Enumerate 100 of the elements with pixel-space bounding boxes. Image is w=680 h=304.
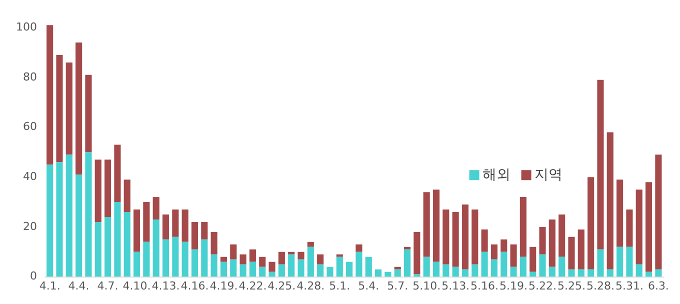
bar bbox=[288, 254, 295, 277]
bar bbox=[423, 192, 430, 257]
bar bbox=[442, 210, 450, 264]
bar bbox=[452, 266, 459, 277]
bar bbox=[655, 269, 662, 277]
bar bbox=[432, 262, 440, 277]
bar bbox=[500, 252, 508, 277]
legend-label: 지역 bbox=[534, 166, 562, 183]
bar bbox=[636, 190, 642, 264]
bar bbox=[298, 259, 304, 277]
bar bbox=[191, 222, 198, 250]
bar bbox=[143, 202, 150, 242]
bar bbox=[472, 210, 478, 264]
bar bbox=[375, 269, 382, 277]
bar bbox=[210, 254, 218, 277]
bar bbox=[162, 214, 170, 240]
bar bbox=[452, 212, 459, 267]
bar bbox=[645, 182, 652, 272]
bar bbox=[298, 252, 304, 260]
bar bbox=[558, 214, 566, 257]
bar bbox=[85, 74, 92, 152]
y-tick-label: 100 bbox=[16, 20, 37, 34]
bar bbox=[307, 242, 314, 247]
bar bbox=[462, 269, 469, 277]
x-tick-label: 5.31. bbox=[615, 279, 644, 292]
x-tick-label: 4.16. bbox=[180, 279, 209, 292]
bar bbox=[472, 264, 478, 277]
bar bbox=[510, 244, 517, 267]
bar bbox=[249, 262, 256, 277]
bar bbox=[114, 202, 121, 277]
bar bbox=[530, 246, 536, 272]
bar bbox=[423, 256, 430, 277]
bar bbox=[288, 252, 295, 254]
bar bbox=[278, 252, 285, 264]
bar bbox=[414, 232, 420, 274]
bar bbox=[326, 266, 334, 277]
x-tick-label: 5.16. bbox=[470, 279, 499, 292]
bar bbox=[588, 177, 594, 270]
bar bbox=[578, 269, 584, 277]
bar bbox=[394, 266, 401, 270]
bar bbox=[249, 249, 256, 262]
bar bbox=[588, 269, 594, 277]
bar bbox=[152, 219, 160, 277]
bar bbox=[404, 246, 411, 250]
bar bbox=[114, 144, 121, 202]
bar bbox=[220, 256, 227, 262]
x-tick-label: 4.13. bbox=[152, 279, 180, 292]
x-tick-label: 6.3. bbox=[648, 279, 669, 292]
y-tick-label: 40 bbox=[22, 170, 37, 183]
bar bbox=[336, 256, 343, 277]
bar bbox=[597, 249, 604, 277]
bar bbox=[56, 162, 63, 277]
bar bbox=[220, 262, 227, 277]
bar bbox=[230, 259, 237, 277]
bar bbox=[500, 239, 508, 252]
y-tick-label: 0 bbox=[30, 270, 37, 283]
y-tick-label: 80 bbox=[22, 70, 37, 84]
x-tick-label: 5.13. bbox=[442, 279, 470, 292]
bar bbox=[46, 164, 54, 277]
x-tick-label: 4.10. bbox=[122, 279, 151, 292]
bar bbox=[365, 256, 372, 277]
bar bbox=[94, 160, 102, 222]
bar bbox=[462, 204, 469, 270]
bar bbox=[336, 254, 343, 257]
y-tick-label: 60 bbox=[22, 120, 37, 134]
bar bbox=[104, 216, 112, 277]
bar bbox=[201, 222, 208, 240]
bar bbox=[124, 212, 130, 277]
bar bbox=[481, 252, 488, 277]
bar bbox=[432, 190, 440, 262]
bar bbox=[568, 236, 575, 270]
bar bbox=[520, 256, 526, 277]
bar bbox=[307, 246, 314, 277]
bar bbox=[278, 264, 285, 277]
bar bbox=[442, 264, 450, 277]
bar bbox=[94, 222, 102, 277]
bar bbox=[268, 262, 276, 272]
bar bbox=[172, 236, 179, 277]
bar bbox=[539, 226, 546, 254]
bar bbox=[568, 269, 575, 277]
bar bbox=[404, 249, 411, 277]
bar bbox=[626, 246, 633, 277]
bar bbox=[490, 259, 498, 277]
bar bbox=[520, 197, 526, 257]
bar bbox=[182, 210, 188, 242]
legend-label: 해외 bbox=[482, 166, 510, 183]
x-tick-label: 4.19. bbox=[210, 279, 238, 292]
bar bbox=[356, 252, 362, 277]
bar bbox=[85, 152, 92, 277]
x-tick-label: 5.10. bbox=[412, 279, 441, 292]
bar bbox=[76, 174, 82, 277]
bar bbox=[143, 242, 150, 277]
x-tick-label: 4.4. bbox=[68, 279, 90, 292]
bar bbox=[616, 180, 624, 247]
x-tick-label: 5.28. bbox=[586, 279, 614, 292]
bar bbox=[558, 256, 566, 277]
x-tick-label: 4.1. bbox=[39, 279, 60, 292]
bar bbox=[268, 272, 276, 277]
bar bbox=[606, 132, 614, 270]
y-tick-label: 20 bbox=[22, 220, 37, 233]
